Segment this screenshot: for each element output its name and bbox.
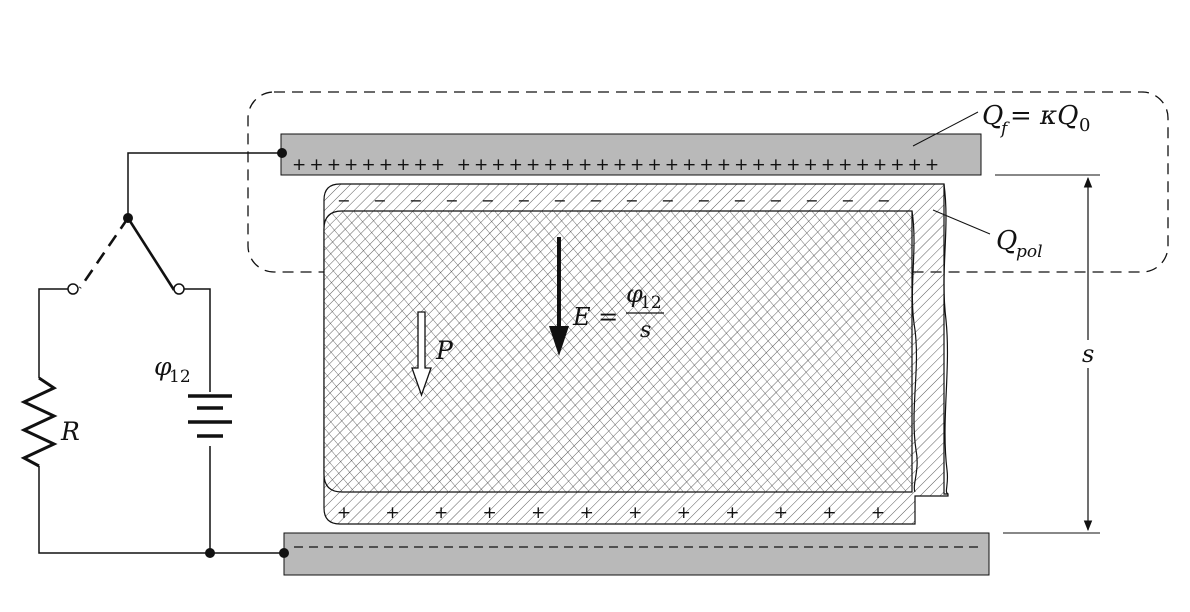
polarization-charge-leader: [932, 209, 991, 235]
positive-charge: +: [871, 503, 885, 523]
bottom-plate-terminal: [279, 548, 289, 558]
dielectric-inner-crosshatch: [324, 211, 912, 492]
polarization-charge-sub: pol: [1016, 242, 1043, 262]
negative-charge: −: [661, 191, 674, 210]
positive-charge: +: [482, 503, 496, 523]
field-label: E =: [572, 303, 618, 331]
dielectric-top-charges: − − − − − − − − − − − − − − − −: [337, 191, 890, 210]
negative-charge: −: [337, 191, 350, 210]
negative-charge: −: [697, 191, 710, 210]
polarization-label: P: [435, 336, 454, 365]
negative-charge: −: [841, 191, 854, 210]
voltage-phi: φ: [154, 352, 172, 381]
negative-charge: −: [805, 191, 818, 210]
polarization-charge-q: Q: [996, 226, 1017, 256]
field-phi: φ: [626, 280, 643, 308]
positive-charge: +: [337, 503, 351, 523]
field-denominator: s: [640, 318, 651, 343]
positive-charge: +: [628, 503, 642, 523]
gaussian-surface: [247, 91, 1169, 273]
negative-charge: −: [625, 191, 638, 210]
free-charge-sub-0: 0: [1079, 115, 1090, 136]
separation-label: s: [1082, 340, 1094, 368]
polarization-arrow: [411, 311, 432, 397]
top-plate: [280, 133, 982, 176]
wire-top: [127, 152, 282, 218]
negative-charge: −: [517, 191, 530, 210]
positive-charge: +: [531, 503, 545, 523]
break-edge-outer: [943, 183, 949, 495]
negative-charge: −: [409, 191, 422, 210]
free-charge-sub-f: f: [999, 119, 1010, 139]
positive-charge: +: [385, 503, 399, 523]
positive-charge: +: [434, 503, 448, 523]
positive-charge: +: [677, 503, 691, 523]
positive-charge: +: [725, 503, 739, 523]
negative-charge: −: [589, 191, 602, 210]
top-plate-terminal: [277, 148, 287, 158]
positive-charge: +: [822, 503, 836, 523]
free-charge-eq: = κQ: [1010, 101, 1078, 131]
negative-charge: −: [877, 191, 890, 210]
free-charge-q: Q: [982, 101, 1003, 131]
positive-charge: +: [774, 503, 788, 523]
break-edge-inner: [911, 210, 918, 493]
wire-left: [38, 288, 68, 378]
positive-charge: +: [580, 503, 594, 523]
field-phi-sub: 12: [640, 293, 662, 313]
field-arrow-head: [549, 326, 569, 356]
dielectric-bottom-charges: + + + + + + + + + + + +: [337, 503, 885, 523]
top-plate-charges: +++++++++ ++++++++++++++++++++++++++++: [292, 155, 942, 175]
switch-icon: [67, 217, 185, 295]
negative-charge: −: [769, 191, 782, 210]
voltage-sub: 12: [169, 367, 191, 387]
negative-charge: −: [373, 191, 386, 210]
resistor-icon: [20, 376, 58, 468]
negative-charge: −: [481, 191, 494, 210]
wire-bottom: [38, 466, 284, 554]
wire-battery-top: [184, 288, 211, 392]
negative-charge: −: [445, 191, 458, 210]
negative-charge: −: [553, 191, 566, 210]
battery-icon: [188, 394, 232, 438]
resistor-label: R: [60, 417, 80, 446]
free-charge-leader: [912, 111, 979, 147]
negative-charge: −: [733, 191, 746, 210]
bottom-plate: [283, 532, 990, 576]
junction-node: [205, 548, 215, 558]
